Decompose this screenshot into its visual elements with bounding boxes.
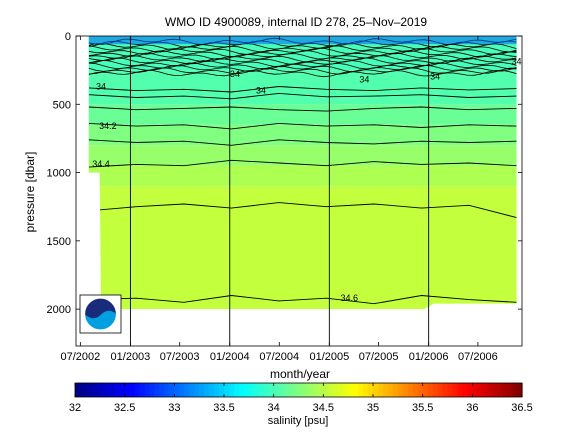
colorbar-tick-label: 33 [168,402,180,414]
x-tick-label: 01/2004 [210,351,250,363]
x-tick-label: 01/2006 [409,351,449,363]
x-tick-label: 07/2002 [60,351,100,363]
y-tick-label: 1500 [47,236,71,248]
x-tick-label: 01/2005 [309,351,349,363]
salinity-field [88,36,517,310]
colorbar-tick-label: 34.5 [313,402,334,414]
salinity-layer [88,124,517,146]
colorbar-tick-label: 32.5 [114,402,135,414]
contour-label: 34.2 [99,121,117,131]
colorbar-frame [74,382,523,398]
salinity-layer [88,70,517,105]
y-axis-label: pressure [dbar] [23,152,37,233]
plot-axes: 07/2002 01/2003 07/2003 01/2004 07/2004 01/20… [47,31,523,363]
colorbar-tick-label: 35.5 [412,402,433,414]
contour-label: 34 [359,74,369,84]
salinity-contour [88,159,517,168]
colorbar-tick-label: 34 [268,402,280,414]
salinity-contour [88,106,517,112]
x-tick-label: 07/2005 [359,351,399,363]
colorbar-tick-label: 36.5 [511,402,532,414]
surface-contour-band [88,36,517,78]
salinity-layer [88,165,517,187]
contour-label: 34.4 [92,159,110,169]
colorbar-tick-label: 33.5 [213,402,234,414]
year-boundary-lines [129,36,430,346]
x-tick-label: 07/2003 [160,351,200,363]
salinity-contour [88,86,517,93]
x-axis-label: month/year [270,367,330,381]
x-tick-label: 07/2004 [259,351,299,363]
contour-label: 34.6 [340,293,358,303]
contour-label: 34 [512,57,522,67]
colorbar-tick-label: 35 [367,402,379,414]
salinity-contour [88,139,517,146]
y-tick-label: 0 [65,31,71,43]
x-tick-label: 01/2003 [111,351,151,363]
salinity-contour [88,92,517,100]
salinity-layer [88,145,517,166]
salinity-contour [88,122,517,130]
chart-title: WMO ID 4900089, internal ID 278, 25–Nov–… [165,15,427,29]
colorbar-label: salinity [psu] [268,415,329,427]
salinity-colorbar: 32 32.5 33 33.5 34 34.5 35 35.5 36 36.5 [69,382,533,414]
colorbar-tick-label: 32 [69,402,81,414]
y-tick-label: 2000 [47,304,71,316]
y-tick-label: 1000 [47,168,71,180]
contour-label: 34 [96,81,106,91]
y-tick-label: 500 [53,99,71,111]
salinity-contour [88,202,517,219]
salinity-layer [88,104,517,125]
noaa-logo [79,294,122,334]
plot-area: 34 34 34 34 34 34 34.2 34.4 34.6 [76,36,522,346]
salinity-contour [88,295,517,305]
contour-label: 34 [256,85,266,95]
plot-frame [75,35,523,347]
colorbar-tick-label: 36 [466,402,478,414]
contour-label: 34 [430,72,440,82]
contour-label: 34 [230,69,240,79]
x-tick-label: 07/2006 [458,351,498,363]
